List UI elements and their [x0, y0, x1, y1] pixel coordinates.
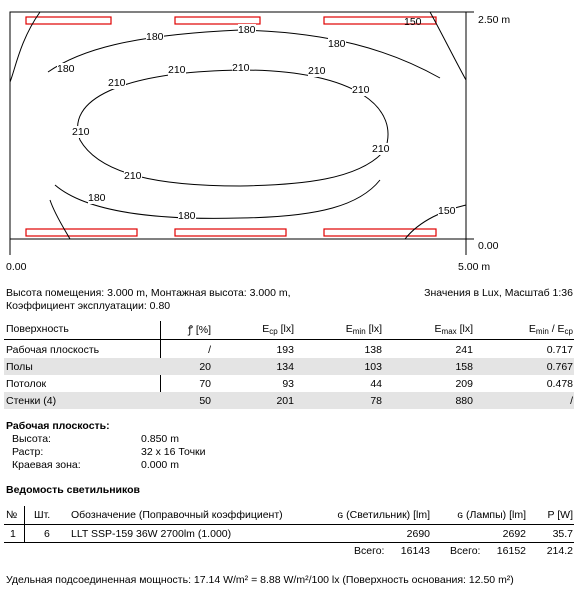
col-flux-lamp: ɢ (Лампы) [lm]	[457, 509, 526, 521]
contour-label: 180	[238, 24, 256, 36]
power-density-footer: Удельная подсоединенная мощность: 17.14 …	[6, 574, 514, 586]
contour-label: 210	[308, 65, 326, 77]
cell-eavg: 93	[282, 378, 294, 390]
contour-180-bottom	[54, 179, 381, 219]
cell-emin: 78	[370, 395, 382, 407]
cell-eavg: 134	[276, 361, 294, 373]
cell-eavg: 193	[276, 344, 294, 356]
workplane-border-value: 0.000 m	[141, 459, 179, 471]
cell-rho: 50	[199, 395, 211, 407]
workplane-grid-value: 32 x 16 Точки	[141, 446, 206, 458]
cell-ratio: 0.478	[546, 378, 573, 390]
table-row: Полы	[6, 361, 33, 373]
axis-y-top-label: 2.50 m	[478, 14, 511, 26]
cell-emax: 880	[455, 395, 473, 407]
room-info-line1: Высота помещения: 3.000 m, Монтажная выс…	[6, 287, 291, 299]
luminaire-top-left	[25, 16, 112, 25]
table-row: Рабочая плоскость	[6, 344, 100, 356]
cell-emax: 209	[455, 378, 473, 390]
cell-emax: 158	[455, 361, 473, 373]
cell-ratio: 0.717	[546, 344, 573, 356]
total-flux-lum: 16143	[400, 545, 430, 557]
table-row: Стенки (4)	[6, 395, 57, 407]
luminaire-bottom-center	[174, 228, 287, 237]
total-power: 214.2	[546, 545, 573, 557]
col-surface: Поверхность	[6, 323, 69, 335]
contour-label: 210	[72, 126, 90, 138]
room-outline	[9, 11, 467, 240]
lum-row-qty: 6	[44, 528, 50, 540]
contour-label: 180	[88, 192, 106, 204]
lum-row-no: 1	[10, 528, 16, 540]
total-label: Всего:	[450, 545, 481, 557]
workplane-height-label: Высота:	[12, 433, 51, 445]
contour-150-right	[429, 11, 467, 81]
contour-label: 210	[372, 143, 390, 155]
cell-emax: 241	[455, 344, 473, 356]
contour-label: 210	[168, 64, 186, 76]
contour-label: 210	[352, 84, 370, 96]
col-ratio: Emin / Eср	[528, 323, 573, 336]
luminaires-title: Ведомость светильников	[6, 484, 140, 496]
contour-label: 180	[146, 31, 164, 43]
col-qty: Шт.	[34, 509, 51, 521]
col-eavg: Eср [lx]	[262, 323, 294, 336]
contour-label: 210	[232, 62, 250, 74]
contour-label: 180	[328, 38, 346, 50]
contour-label: 150	[438, 205, 456, 217]
total-label: Всего:	[354, 545, 385, 557]
cell-ratio: 0.767	[546, 361, 573, 373]
lum-row-flux-lum: 2690	[406, 528, 430, 540]
workplane-height-value: 0.850 m	[141, 433, 179, 445]
contour-label: 150	[404, 16, 422, 28]
col-emin: Emin [lx]	[345, 323, 382, 336]
luminaire-top-center	[174, 16, 261, 25]
lum-row-desc: LLT SSP-159 36W 2700lm (1.000)	[71, 528, 232, 540]
workplane-grid-label: Растр:	[12, 446, 44, 458]
axis-y-bottom-label: 0.00	[478, 240, 499, 252]
col-flux-lum: ɢ (Светильник) [lm]	[337, 509, 430, 521]
col-rho: ꝭ [%]	[187, 324, 211, 336]
contour-label: 210	[124, 170, 142, 182]
luminaire-bottom-right	[323, 228, 437, 237]
contour-180-outer	[9, 11, 41, 83]
lum-row-power: 35.7	[552, 528, 573, 540]
cell-rho: /	[208, 344, 211, 356]
col-desc: Обозначение (Поправочный коэффициент)	[71, 509, 283, 521]
cell-rho: 20	[199, 361, 211, 373]
cell-eavg: 201	[276, 395, 294, 407]
room-info-line2: Коэффициент эксплуатации: 0.80	[6, 300, 171, 312]
col-power: P [W]	[547, 509, 573, 521]
lum-row-flux-lamp: 2692	[502, 528, 526, 540]
cell-emin: 138	[364, 344, 382, 356]
workplane-border-label: Краевая зона:	[12, 459, 81, 471]
luminaire-bottom-left	[25, 228, 138, 237]
illuminance-plan	[9, 11, 474, 255]
total-flux-lamp: 16152	[496, 545, 526, 557]
contour-150-bottom-right	[404, 204, 467, 240]
units-note: Значения в Lux, Масштаб 1:36	[424, 287, 573, 299]
cell-emin: 103	[364, 361, 382, 373]
contour-label: 180	[57, 63, 75, 75]
cell-ratio: /	[570, 395, 573, 407]
axis-x-end-label: 5.00 m	[458, 261, 491, 273]
workplane-title: Рабочая плоскость:	[6, 420, 110, 432]
cell-emin: 44	[370, 378, 382, 390]
contour-bottom-left	[49, 199, 71, 240]
contour-label: 180	[178, 210, 196, 222]
axis-x-start-label: 0.00	[6, 261, 27, 273]
col-emax: Emax [lx]	[434, 323, 473, 336]
cell-rho: 70	[199, 378, 211, 390]
luminaire-top-right	[323, 16, 437, 25]
contour-label: 210	[108, 77, 126, 89]
col-no: №	[6, 509, 18, 521]
table-row: Потолок	[6, 378, 47, 390]
